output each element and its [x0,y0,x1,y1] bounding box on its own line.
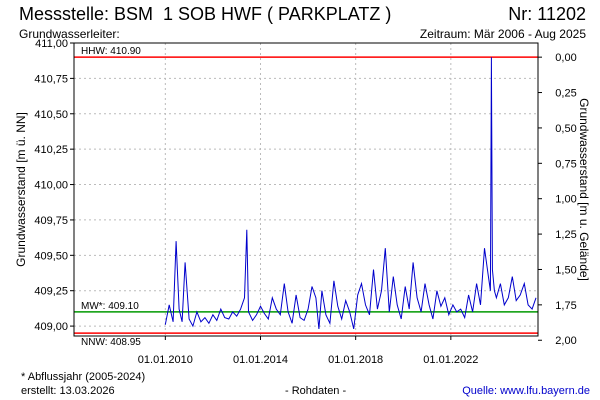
series-line-0 [164,57,537,330]
y2-tick-label: 0,75 [555,158,576,170]
series-layer [164,57,537,330]
y-tick-label: 409,25 [34,286,68,298]
y-tick-label: 409,50 [34,250,68,262]
y-ticks-left: 409,00 409,25 409,50 409,75 410,00 410,25 410,… [34,38,74,333]
y2-tick-label: 1,25 [555,229,576,241]
reference-line-label: NNW: 408.95 [81,337,141,348]
reference-line-label: HHW: 410.90 [81,46,141,57]
y-tick-label: 411,00 [35,38,68,50]
y-tick-label: 410,75 [34,73,68,85]
y-axis-label: Grundwasserstand [m ü. NN] [14,112,28,267]
grid-layer [74,42,538,336]
reference-lines: HHW: 410.90 MW*: 409.10 NNW: 408.95 [74,46,538,348]
y-tick-label: 410,00 [34,180,68,192]
x-tick-label: 01.01.2010 [138,354,193,366]
y2-tick-label: 1,50 [555,264,576,276]
y-tick-label: 410,50 [34,109,68,121]
footnote: * Abflussjahr (2005-2024) [21,371,146,383]
plot-frame [73,42,539,337]
source-link[interactable]: Quelle: www.lfu.bayern.de [462,385,590,397]
x-tick-label: 01.01.2022 [423,354,478,366]
created-date: erstellt: 13.03.2026 [21,385,115,397]
y2-tick-label: 1,75 [555,300,576,312]
y2-axis-label: Grundwasserstand [m u. Gelände] [577,98,591,281]
reference-line-label: MW*: 409.10 [81,301,139,312]
y2-tick-label: 0,50 [555,123,576,135]
y-tick-label: 410,25 [34,144,68,156]
y2-tick-label: 0,00 [555,52,576,64]
y-tick-label: 409,00 [34,321,68,333]
station-number: Nr: 11202 [508,4,586,24]
x-tick-label: 01.01.2014 [233,354,288,366]
raw-data-label: - Rohdaten - [285,385,347,397]
y-tick-label: 409,75 [34,215,68,227]
y2-tick-label: 1,00 [555,194,576,206]
period-label: Zeitraum: Mär 2006 - Aug 2025 [419,27,586,41]
y-ticks-right: 0,00 0,25 0,50 0,75 1,00 1,25 1,50 1,75 2,00 [538,52,577,347]
x-tick-label: 01.01.2018 [328,354,383,366]
aquifer-label: Grundwasserleiter: [19,27,120,41]
station-title: Messstelle: BSM 1 SOB HWF ( PARKPLATZ ) [19,4,392,24]
y2-tick-label: 2,00 [555,335,576,347]
x-ticks: 01.01.2010 01.01.2014 01.01.2018 01.01.2022 [138,336,478,366]
y2-tick-label: 0,25 [555,88,576,100]
